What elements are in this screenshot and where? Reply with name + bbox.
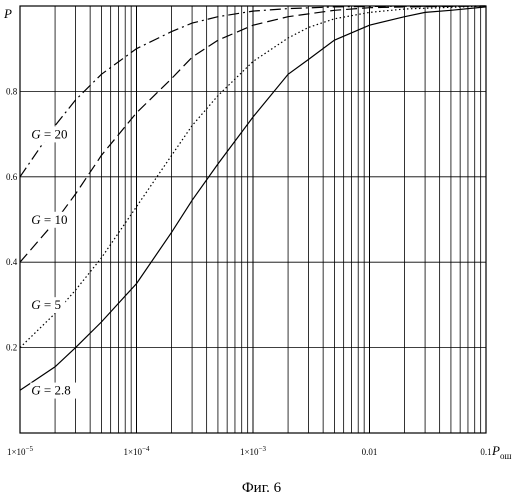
y-axis-label: P xyxy=(3,6,12,21)
x-tick-label: 0.1 xyxy=(480,447,491,457)
x-tick-label: 1×10−4 xyxy=(123,445,150,457)
figure-caption: Фиг. 6 xyxy=(0,480,523,497)
x-tick-label: 1×10−5 xyxy=(7,445,34,457)
x-tick-label: 1×10−3 xyxy=(240,445,267,457)
y-tick-label: 0.6 xyxy=(6,172,18,182)
curve-label: G = 20 xyxy=(31,126,67,141)
x-axis-label: Pош xyxy=(491,443,511,461)
curve-label: G = 2.8 xyxy=(31,383,70,398)
curve-label: G = 10 xyxy=(31,212,67,227)
curve-label: G = 5 xyxy=(31,297,61,312)
y-tick-label: 0.4 xyxy=(6,257,18,267)
x-tick-label: 0.01 xyxy=(362,447,378,457)
chart: 0.2 0.4 0.6 0.8 1×10−5 1×10−4 1×10−3 0.01 0.1 P Pо… xyxy=(0,0,523,480)
grid xyxy=(20,6,486,433)
y-tick-label: 0.8 xyxy=(6,86,18,96)
labels-group: 0.2 0.4 0.6 0.8 1×10−5 1×10−4 1×10−3 0.01 0.1 P Pо… xyxy=(3,6,511,461)
y-tick-label: 0.2 xyxy=(6,343,17,353)
